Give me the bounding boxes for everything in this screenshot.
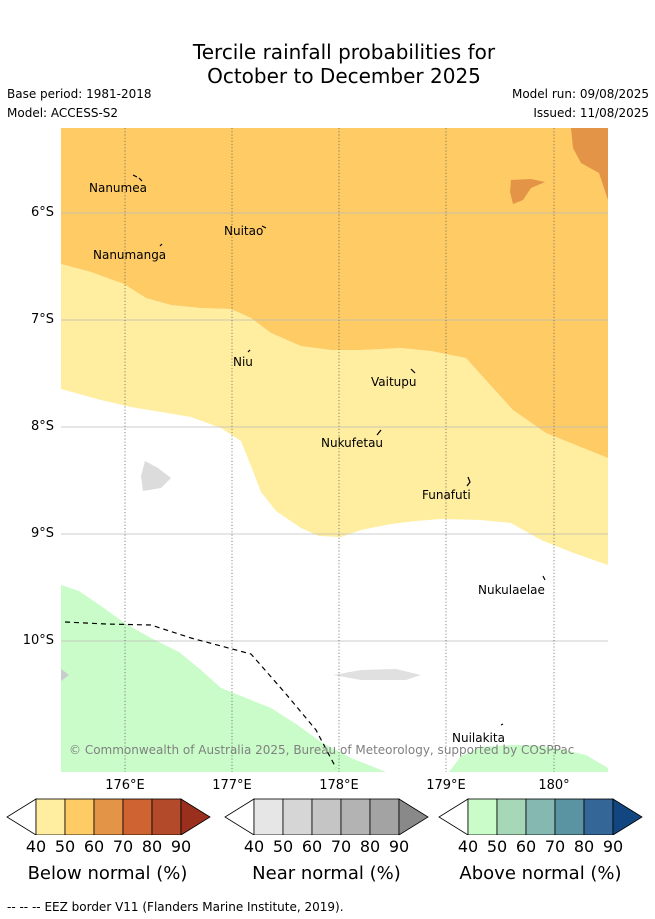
lat-label-6s: 6°S <box>30 205 54 220</box>
colorbar-swatch <box>340 798 371 835</box>
colorbar-arrow-low <box>6 798 37 835</box>
colorbar-near-normal <box>224 798 429 835</box>
copyright-notice: © Commonwealth of Australia 2025, Bureau… <box>69 743 574 757</box>
title-line-2: October to December 2025 <box>207 64 481 88</box>
lat-label-7s: 7°S <box>30 312 54 327</box>
region-below-70-east <box>571 128 608 200</box>
issued-date: Issued: 11/08/2025 <box>533 106 649 120</box>
lat-label-8s: 8°S <box>30 419 54 434</box>
colorbar-tick-label: 60 <box>515 837 537 856</box>
lon-label-180: 180° <box>538 778 570 793</box>
region-near-40-b <box>333 669 421 680</box>
region-below-70-small <box>510 179 545 204</box>
lon-label-176e: 176°E <box>105 778 145 793</box>
lat-gridlines <box>61 212 608 642</box>
lon-label-177e: 177°E <box>212 778 252 793</box>
colorbar-swatch <box>122 798 153 835</box>
region-near-40-a <box>141 461 171 491</box>
region-near-40-c <box>61 669 69 681</box>
colorbars <box>6 798 643 835</box>
colorbar-arrow-low <box>224 798 255 835</box>
colorbar-tick-label: 60 <box>83 837 105 856</box>
island-label-nanumea: Nanumea <box>89 181 147 195</box>
colorbar-tick-label: 70 <box>330 837 352 856</box>
region-above-40-east <box>449 745 608 772</box>
lon-label-179e: 179°E <box>426 778 466 793</box>
colorbar-tick-label: 90 <box>388 837 410 856</box>
island-label-nanumanga: Nanumanga <box>93 248 166 262</box>
colorbar-tick-label: 50 <box>54 837 76 856</box>
colorbar-tick-label: 90 <box>602 837 624 856</box>
eez-border <box>64 621 337 769</box>
region-below-50 <box>61 264 608 565</box>
colorbar-swatch <box>311 798 342 835</box>
region-above-40-west <box>61 585 386 772</box>
colorbar-swatch <box>583 798 614 835</box>
chart-title: Tercile rainfall probabilities for Octob… <box>0 40 655 88</box>
island-label-niu: Niu <box>233 355 253 369</box>
model-name: Model: ACCESS-S2 <box>7 106 119 120</box>
lat-label-10s: 10°S <box>22 633 54 648</box>
island-label-nuilakita: Nuilakita <box>452 731 505 745</box>
colorbar-title-near: Near normal (%) <box>252 863 401 884</box>
colorbar-arrow-high <box>180 798 211 835</box>
colorbar-tick-label: 70 <box>544 837 566 856</box>
colorbar-title-below: Below normal (%) <box>27 863 188 884</box>
colorbar-swatch <box>151 798 182 835</box>
colorbar-tick-label: 50 <box>272 837 294 856</box>
colorbar-tick-label: 60 <box>301 837 323 856</box>
colorbar-swatch <box>496 798 527 835</box>
island-label-vaitupu: Vaitupu <box>371 375 417 389</box>
colorbar-above-normal <box>438 798 643 835</box>
colorbar-tick-label: 70 <box>112 837 134 856</box>
colorbar-below-normal <box>6 798 211 835</box>
colorbar-tick-label: 40 <box>25 837 47 856</box>
colorbar-tick-label: 40 <box>457 837 479 856</box>
base-period: Base period: 1981-2018 <box>7 87 152 101</box>
region-below-60 <box>61 128 608 458</box>
colorbar-swatch <box>369 798 400 835</box>
lat-label-9s: 9°S <box>30 526 54 541</box>
island-label-nukufetau: Nukufetau <box>321 436 383 450</box>
colorbar-tick-label: 40 <box>243 837 265 856</box>
title-line-1: Tercile rainfall probabilities for <box>192 40 496 64</box>
colorbar-swatch <box>253 798 284 835</box>
colorbar-swatch <box>35 798 66 835</box>
eez-legend-symbol: -- -- -- <box>7 900 41 914</box>
eez-legend: -- -- -- EEZ border V11 (Flanders Marine… <box>7 900 344 914</box>
colorbar-swatch <box>467 798 498 835</box>
island-shapes <box>132 174 546 726</box>
colorbar-title-above: Above normal (%) <box>459 863 622 884</box>
colorbar-swatch <box>554 798 585 835</box>
model-run: Model run: 09/08/2025 <box>511 87 649 101</box>
rainfall-probability-map: Nanumea Nuitao Nanumanga Niu Vaitupu Nuk… <box>61 128 608 772</box>
island-label-nukulaelae: Nukulaelae <box>478 583 545 597</box>
colorbar-swatch <box>64 798 95 835</box>
colorbar-arrow-low <box>438 798 469 835</box>
colorbar-ticks: 40 50 60 70 80 90 40 50 60 70 80 90 40 50 60 70 80 90 <box>0 837 655 859</box>
island-label-nuitao: Nuitao <box>224 224 263 238</box>
colorbar-tick-label: 90 <box>170 837 192 856</box>
colorbar-swatch <box>282 798 313 835</box>
colorbar-tick-label: 50 <box>486 837 508 856</box>
island-label-funafuti: Funafuti <box>422 488 471 502</box>
colorbar-arrow-high <box>398 798 429 835</box>
colorbar-tick-label: 80 <box>359 837 381 856</box>
colorbar-arrow-high <box>612 798 643 835</box>
eez-legend-text: EEZ border V11 (Flanders Marine Institut… <box>44 900 344 914</box>
colorbar-swatch <box>93 798 124 835</box>
colorbar-tick-label: 80 <box>141 837 163 856</box>
lon-label-178e: 178°E <box>319 778 359 793</box>
colorbar-tick-label: 80 <box>573 837 595 856</box>
colorbar-swatch <box>525 798 556 835</box>
